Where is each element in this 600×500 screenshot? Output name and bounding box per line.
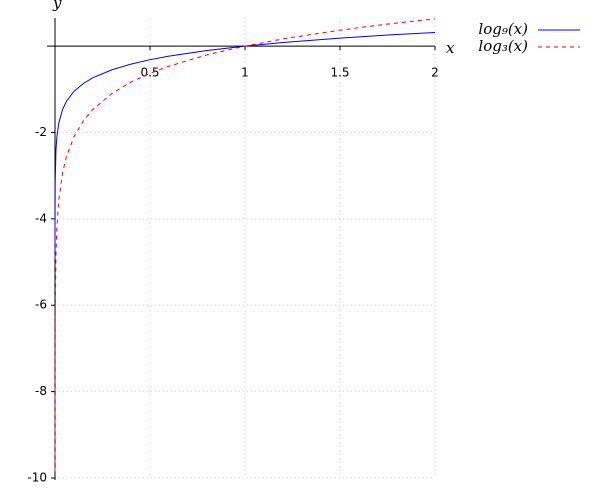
y-axis-label: y (52, 0, 62, 12)
x-tick-label: 0.5 (140, 66, 159, 80)
y-tick-label: -8 (35, 384, 47, 398)
x-tick-label: 1.5 (330, 66, 349, 80)
legend-label: log₃(x) (478, 37, 528, 55)
y-tick-label: -10 (27, 471, 47, 485)
y-tick-label: -4 (35, 211, 47, 225)
x-axis-label: x (446, 39, 455, 57)
legend-label: log₉(x) (478, 20, 528, 38)
y-tick-label: -2 (35, 125, 47, 139)
series-line (54, 31, 436, 259)
series-line (54, 18, 436, 472)
y-tick-label: -6 (35, 298, 47, 312)
x-tick-label: 1 (241, 66, 249, 80)
plot-area (54, 18, 436, 472)
x-tick-label: 2 (431, 66, 439, 80)
